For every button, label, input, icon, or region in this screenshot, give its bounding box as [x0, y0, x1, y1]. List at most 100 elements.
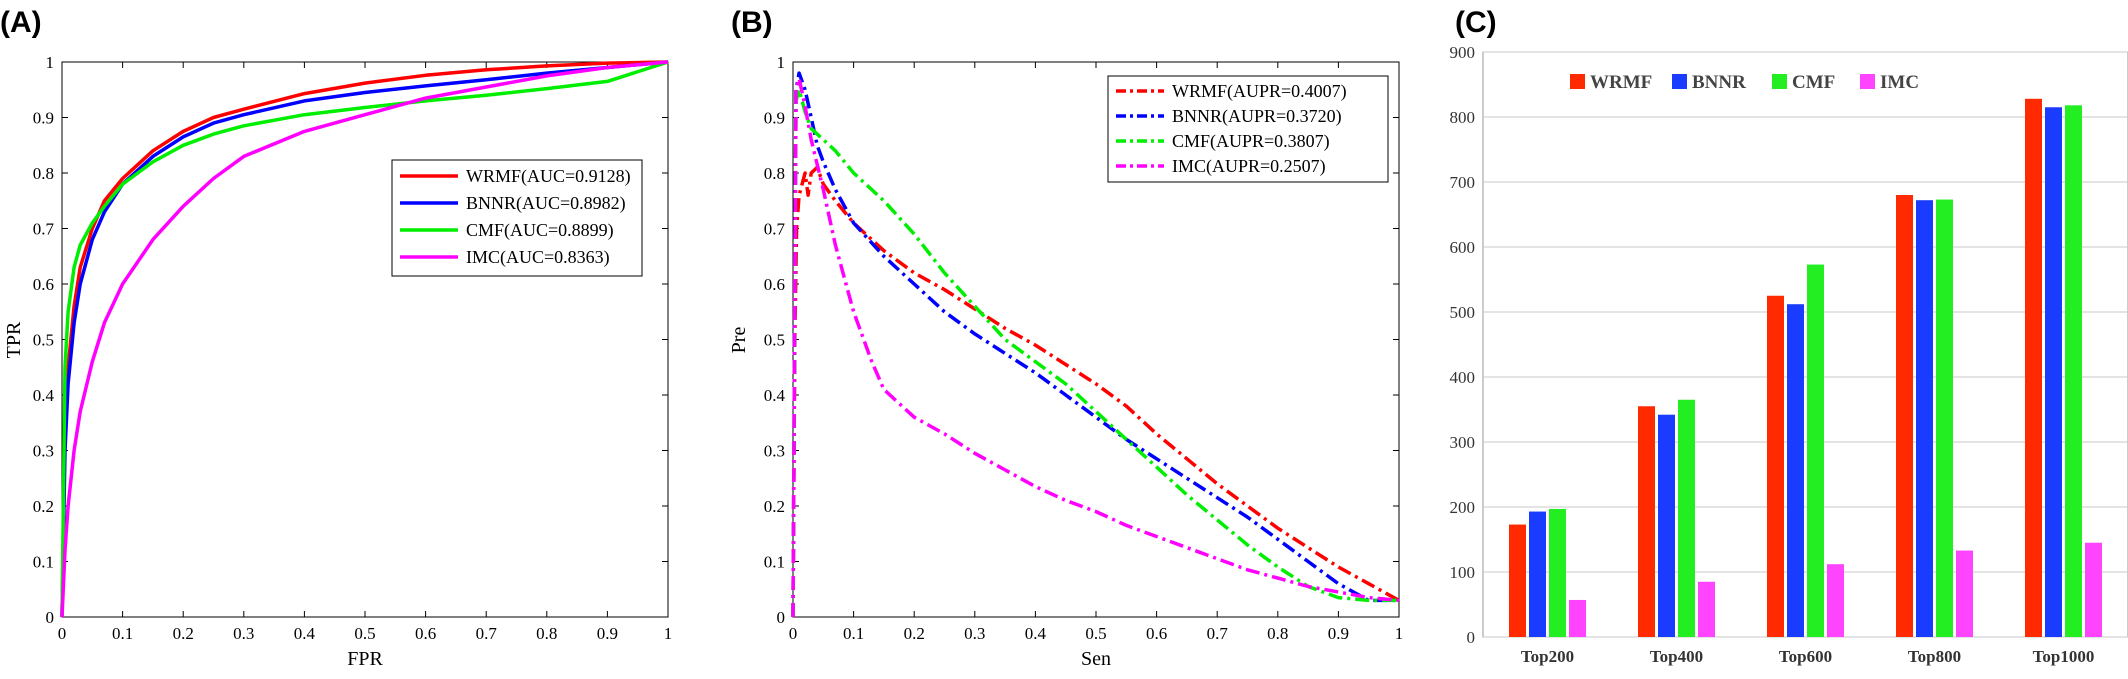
- legend-label-1: BNNR: [1692, 72, 1746, 93]
- bars-c: Top200 Top400 Top600 Top800 Top1000: [1509, 98, 2102, 666]
- legend-b: WRMF(AUPR=0.4007) BNNR(AUPR=0.3720) CMF(AU…: [1107, 75, 1389, 183]
- category-label: Top600: [1779, 647, 1832, 666]
- bar-CMF-Top200: [1549, 508, 1566, 637]
- bar-BNNR-Top1000: [2045, 107, 2062, 637]
- bar-WRMF-Top1000: [2025, 98, 2042, 638]
- x-tick-label: 0.5: [354, 624, 375, 643]
- x-tick-label: 1: [664, 624, 673, 643]
- panel-a-label: (A): [0, 6, 42, 39]
- y-tick-label: 500: [1450, 303, 1476, 322]
- bar-IMC-Top600: [1827, 564, 1844, 637]
- bar-IMC-Top400: [1698, 581, 1715, 637]
- x-tick-label: 1: [1395, 624, 1404, 643]
- y-tick-label: 0: [46, 608, 55, 627]
- panel-c-label: (C): [1455, 6, 1497, 39]
- series-lines-b: [791, 71, 1400, 618]
- x-tick-label: 0.8: [536, 624, 557, 643]
- x-tick-label: 0.2: [904, 624, 925, 643]
- y-tick-label: 0.5: [33, 331, 54, 350]
- legend-label-1: BNNR(AUC=0.8982): [466, 193, 626, 214]
- legend-box-b: [1107, 75, 1389, 183]
- category-label: Top800: [1908, 647, 1961, 666]
- y-tick-label: 0: [777, 608, 786, 627]
- y-tick-label: 0.9: [764, 109, 785, 128]
- panel-b-label: (B): [731, 6, 773, 39]
- plot-frame-a: [61, 61, 669, 618]
- legend-label-3: IMC: [1880, 72, 1919, 93]
- y-tick-label: 0.6: [33, 275, 54, 294]
- bar-CMF-Top800: [1936, 199, 1953, 638]
- y-tick-label: 0.4: [33, 386, 55, 405]
- category-label: Top400: [1650, 647, 1703, 666]
- y-tick-label: 200: [1450, 498, 1476, 517]
- y-tick-label: 0.3: [33, 442, 54, 461]
- y-tick-label: 600: [1450, 238, 1476, 257]
- series-line-1: [60, 60, 669, 618]
- x-tick-label: 0.3: [964, 624, 985, 643]
- legend-label-3: IMC(AUC=0.8363): [466, 247, 610, 268]
- legend-label-2: CMF: [1792, 72, 1835, 93]
- ticks-c: 0 100 200 300 400 500 600 700 800 900: [1450, 43, 2128, 647]
- y-tick-label: 1: [777, 53, 786, 72]
- x-tick-label: 0.1: [843, 624, 864, 643]
- category-label: Top200: [1521, 647, 1574, 666]
- category-label: Top1000: [2033, 647, 2095, 666]
- legend-label-0: WRMF(AUC=0.9128): [466, 166, 631, 187]
- roc-chart-a: 0 0.1 0.2 0.3 0.4 0.5 0.6 0.7 0.8 0.9 1 0 0.1 0.2 0.3 0…: [3, 53, 672, 670]
- bar-CMF-Top400: [1678, 399, 1695, 637]
- legend-label-1: BNNR(AUPR=0.3720): [1172, 106, 1342, 127]
- legend-label-0: WRMF: [1590, 72, 1652, 93]
- y-tick-label: 0.7: [33, 220, 55, 239]
- series-line-2: [791, 88, 1399, 618]
- x-tick-label: 0.4: [1025, 624, 1047, 643]
- bar-BNNR-Top400: [1658, 414, 1675, 637]
- bar-IMC-Top200: [1569, 599, 1586, 637]
- x-tick-label: 0: [58, 624, 67, 643]
- y-tick-label: 400: [1450, 368, 1476, 387]
- series-line-0: [60, 60, 669, 618]
- x-tick-label: 0.2: [173, 624, 194, 643]
- series-line-2: [60, 60, 669, 618]
- pr-chart-b: 0 0.1 0.2 0.3 0.4 0.5 0.6 0.7 0.8 0.9 1 0 0.1 0.2 0.3 0…: [728, 53, 1403, 670]
- y-tick-label: 300: [1450, 433, 1476, 452]
- y-tick-label: 0.7: [764, 220, 786, 239]
- y-tick-label: 0.8: [33, 164, 54, 183]
- y-axis-title-a: TPR: [3, 321, 25, 358]
- y-tick-label: 800: [1450, 108, 1476, 127]
- y-tick-label: 1: [46, 53, 55, 72]
- series-line-0: [791, 165, 1400, 618]
- legend-label-2: CMF(AUPR=0.3807): [1172, 131, 1330, 152]
- legend-c: WRMF BNNR CMF IMC: [1570, 72, 1919, 93]
- legend-swatch-3: [1860, 74, 1875, 89]
- bar-WRMF-Top400: [1638, 406, 1655, 637]
- x-tick-label: 0.7: [476, 624, 498, 643]
- y-tick-label: 900: [1450, 43, 1476, 62]
- bar-WRMF-Top800: [1896, 195, 1913, 637]
- legend-label-3: IMC(AUPR=0.2507): [1172, 156, 1326, 177]
- bar-CMF-Top600: [1807, 264, 1824, 637]
- series-line-3: [791, 76, 1400, 618]
- series-line-3: [60, 60, 669, 618]
- ticks-b: 0 0.1 0.2 0.3 0.4 0.5 0.6 0.7 0.8 0.9 1 0 0.1 0.2 0.3 0…: [764, 53, 1404, 643]
- y-tick-label: 0.1: [764, 553, 785, 572]
- y-tick-label: 0.6: [764, 275, 785, 294]
- bar-BNNR-Top600: [1787, 304, 1804, 637]
- series-line-1: [791, 71, 1399, 618]
- x-tick-label: 0.1: [112, 624, 133, 643]
- y-tick-label: 0.2: [764, 497, 785, 516]
- y-tick-label: 0.5: [764, 331, 785, 350]
- bar-IMC-Top800: [1956, 550, 1973, 637]
- x-axis-title-a: FPR: [347, 648, 383, 670]
- legend-label-2: CMF(AUC=0.8899): [466, 220, 614, 241]
- y-tick-label: 0.4: [764, 386, 786, 405]
- x-tick-label: 0.9: [597, 624, 618, 643]
- bar-chart-c: 0 100 200 300 400 500 600 700 800 900 Top200 Top40…: [1450, 43, 2128, 666]
- ticks-a: 0 0.1 0.2 0.3 0.4 0.5 0.6 0.7 0.8 0.9 1 0 0.1 0.2 0.3 0…: [33, 53, 673, 643]
- x-tick-label: 0.3: [233, 624, 254, 643]
- bar-WRMF-Top600: [1767, 295, 1784, 637]
- y-axis-title-b: Pre: [728, 327, 750, 354]
- legend-swatch-1: [1672, 74, 1687, 89]
- legend-a: WRMF(AUC=0.9128) BNNR(AUC=0.8982) CMF(AUC=…: [391, 159, 643, 277]
- bar-CMF-Top1000: [2065, 105, 2082, 638]
